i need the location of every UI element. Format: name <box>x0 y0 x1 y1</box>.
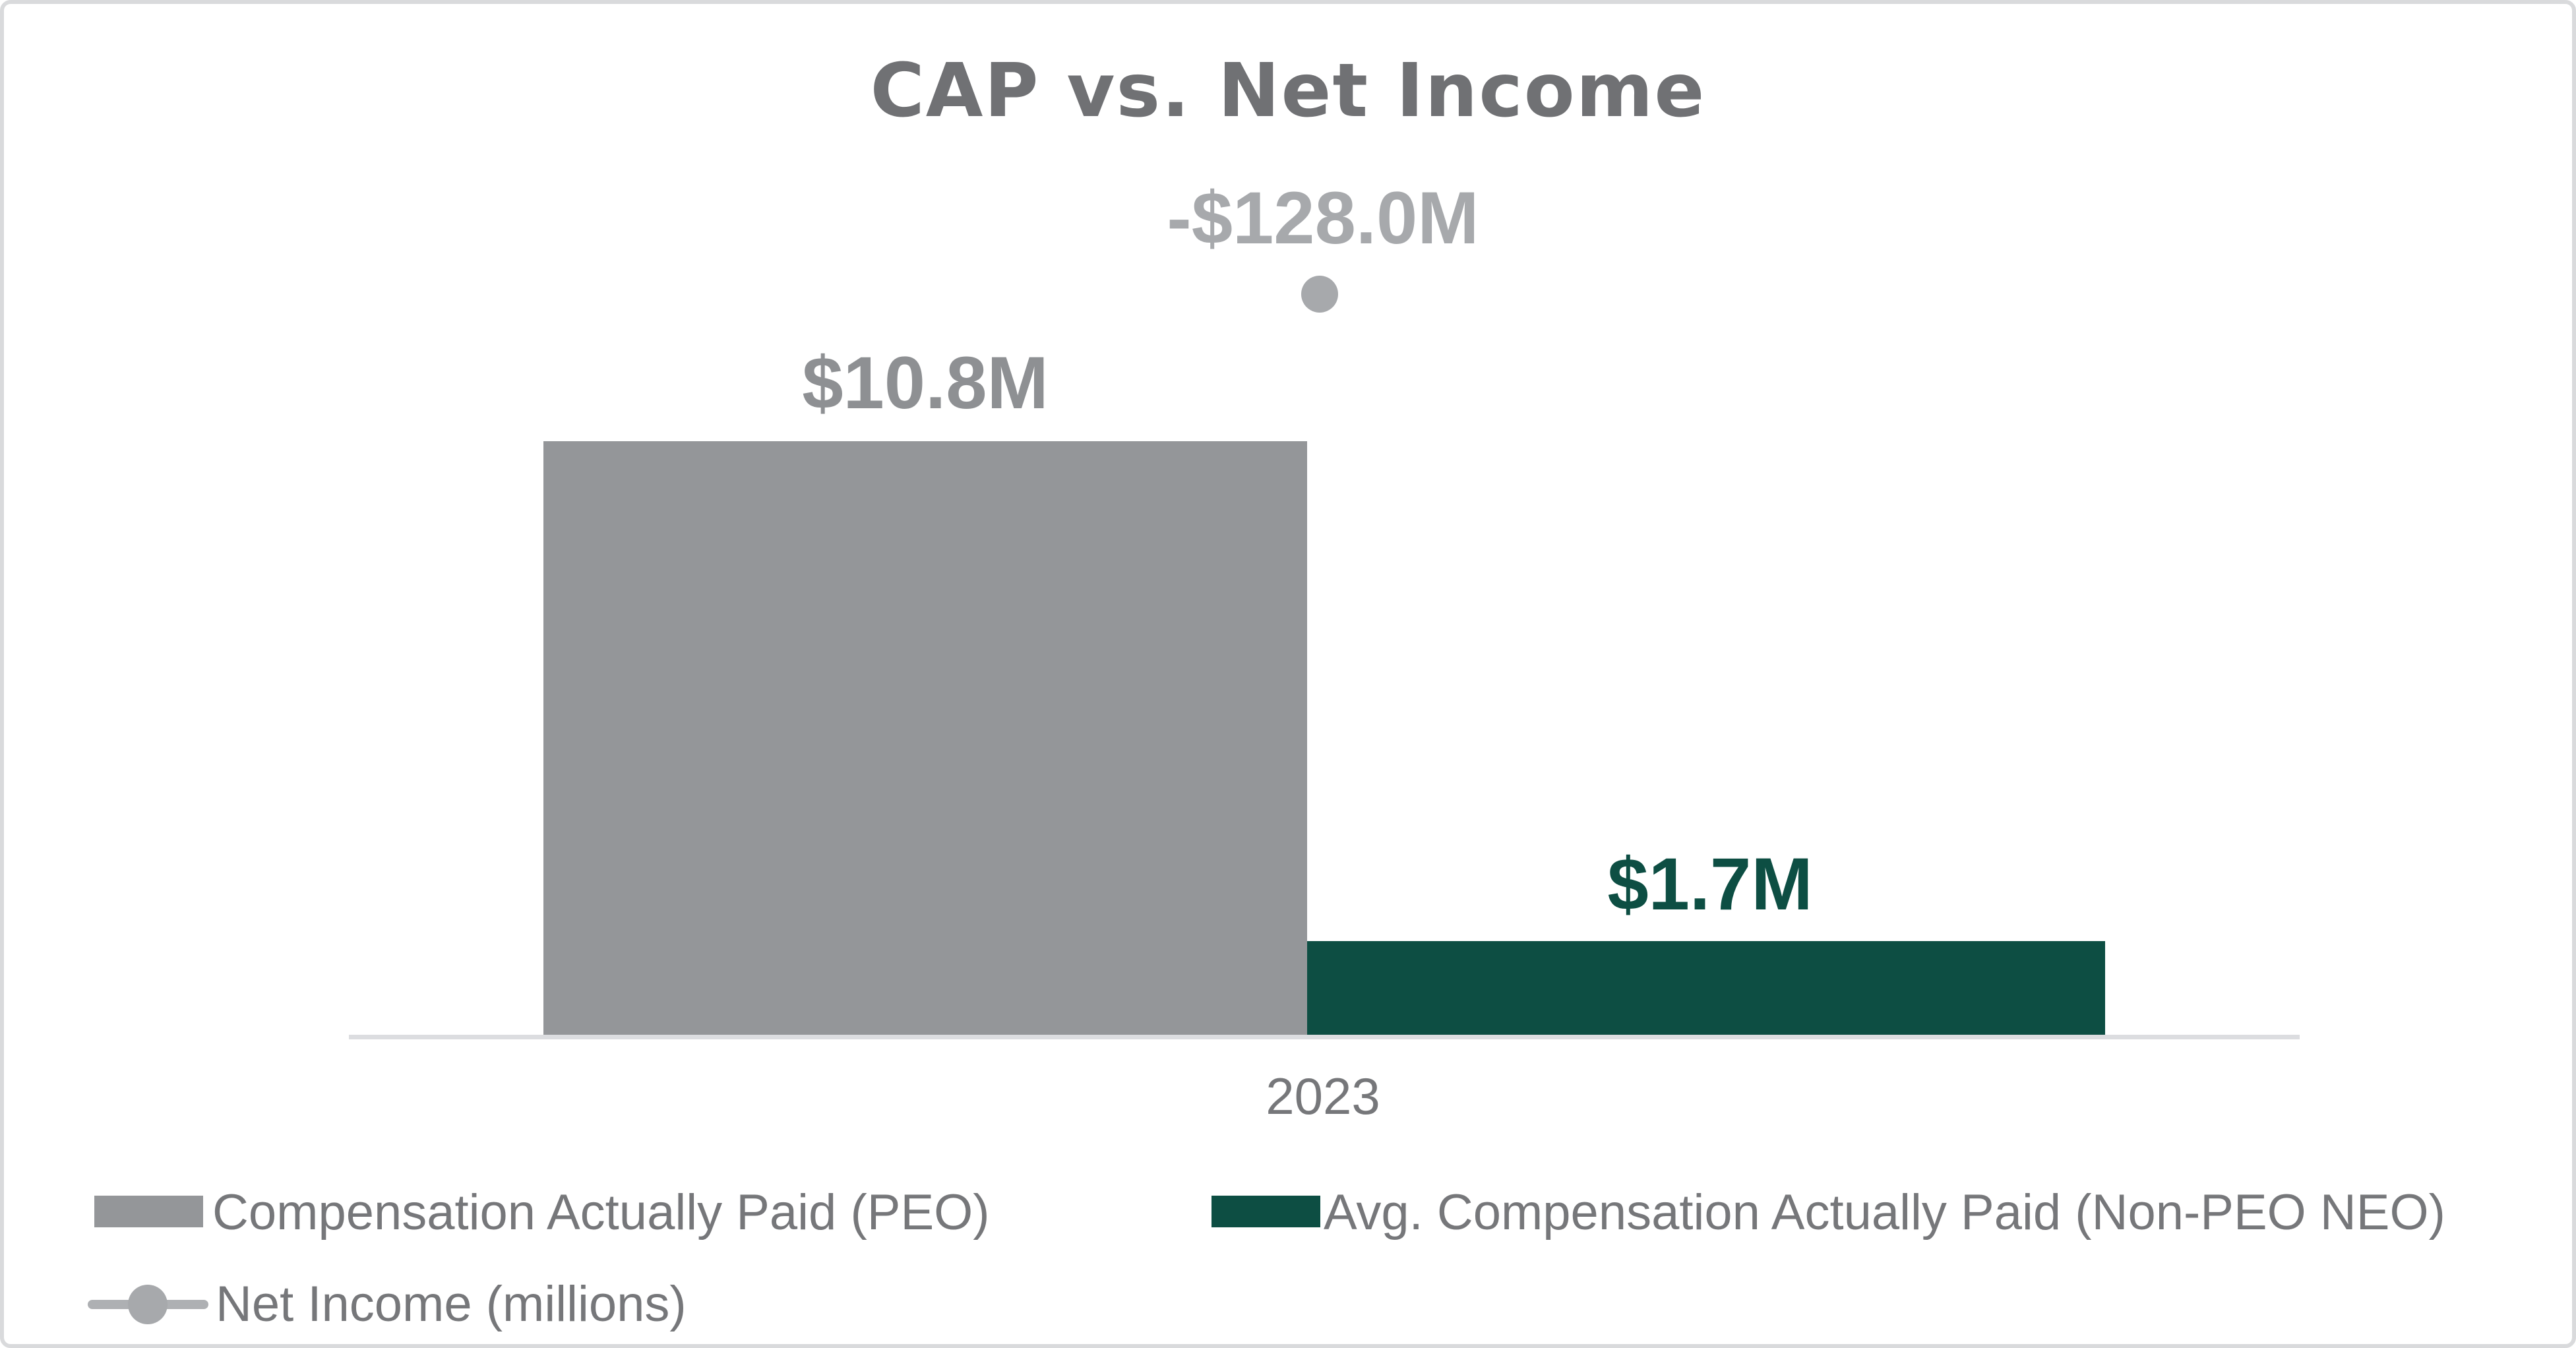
data-label-cap-peo: $10.8M <box>802 342 1049 424</box>
legend-label-cap-peo: Compensation Actually Paid (PEO) <box>212 1184 990 1241</box>
bar-avg-compensation-actually-paid-non-peo-neo <box>1307 941 2105 1035</box>
bar-compensation-actually-paid-peo <box>543 441 1307 1035</box>
data-label-net-income: -$128.0M <box>1167 177 1479 259</box>
x-axis-line <box>349 1035 2300 1039</box>
data-label-cap-non-peo-neo: $1.7M <box>1607 843 1813 925</box>
legend-label-net-income: Net Income (millions) <box>216 1276 687 1332</box>
x-axis-tick-label: 2023 <box>1266 1067 1380 1125</box>
chart-title: CAP vs. Net Income <box>870 48 1706 134</box>
legend-dot-icon <box>128 1285 168 1324</box>
net-income-marker-dot <box>1301 276 1338 313</box>
legend-label-cap-non-peo-neo: Avg. Compensation Actually Paid (Non-PEO… <box>1324 1184 2445 1241</box>
legend-marker-net-income <box>88 1284 208 1325</box>
legend-swatch-cap-peo <box>94 1196 203 1227</box>
legend-swatch-cap-non-peo-neo <box>1211 1196 1320 1227</box>
